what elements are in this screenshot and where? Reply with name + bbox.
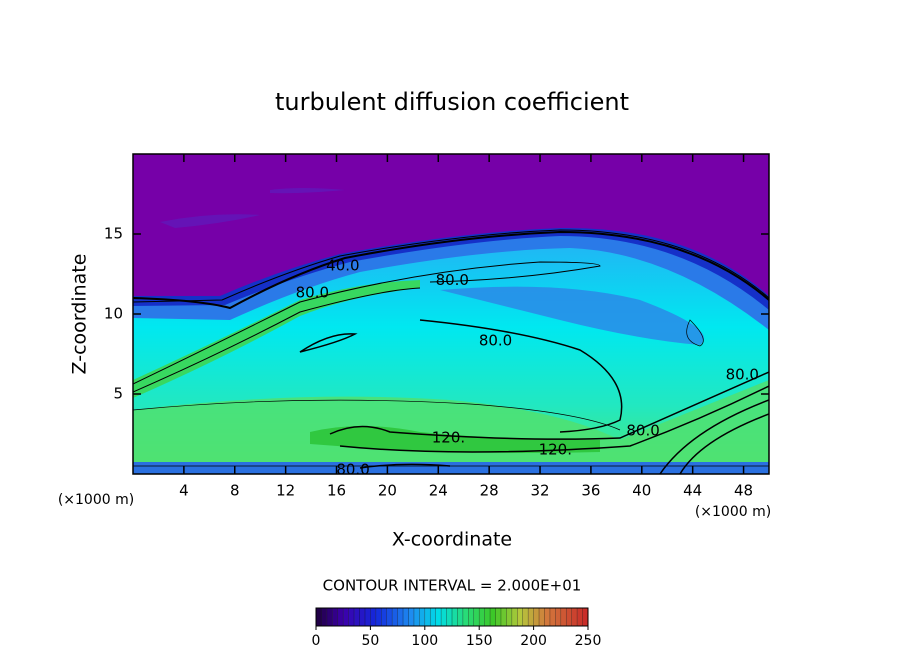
colorbar-swatch xyxy=(332,608,338,626)
colorbar-tick-label: 150 xyxy=(466,633,493,649)
colorbar-swatch xyxy=(522,608,529,626)
colorbar-swatch xyxy=(397,608,404,626)
field-region xyxy=(440,286,704,345)
colorbar-swatch xyxy=(424,608,431,626)
colorbar-swatch xyxy=(326,608,333,626)
colorbar-swatch xyxy=(549,608,556,626)
contour-label: 40.0 xyxy=(326,257,359,275)
field-patch xyxy=(160,214,260,228)
colorbar-swatch xyxy=(533,608,540,626)
colorbar-swatch xyxy=(528,608,534,626)
field-region xyxy=(310,426,600,453)
colorbar-swatch xyxy=(539,608,545,626)
colorbar-swatch xyxy=(473,608,480,626)
x-tick-label: 16 xyxy=(327,482,346,500)
colorbar-swatch xyxy=(468,608,474,626)
colorbar-swatch xyxy=(430,608,436,626)
colorbar-swatch xyxy=(435,608,442,626)
x-tick-label: 24 xyxy=(429,482,448,500)
x-tick-label: 44 xyxy=(683,482,702,500)
x-tick-label: 8 xyxy=(230,482,240,500)
x-tick-label: 40 xyxy=(632,482,651,500)
colorbar-tick-label: 50 xyxy=(361,633,379,649)
colorbar-swatch xyxy=(577,608,583,626)
colorbar-swatch xyxy=(413,608,420,626)
colorbar-swatch xyxy=(337,608,344,626)
field-patch xyxy=(270,188,345,194)
colorbar-swatch xyxy=(316,608,322,626)
colorbar-swatch xyxy=(566,608,572,626)
colorbar-swatch xyxy=(511,608,518,626)
colorbar-swatch xyxy=(544,608,550,626)
x-axis-title: X-coordinate xyxy=(392,529,512,551)
field-region xyxy=(133,462,769,474)
colorbar-swatch xyxy=(364,608,371,626)
contour-interval: CONTOUR INTERVAL = 2.000E+01 xyxy=(323,577,582,595)
contour-label: 80.0 xyxy=(336,461,369,479)
colorbar-swatch xyxy=(452,608,458,626)
contour-label: 120. xyxy=(539,441,572,459)
colorbar-swatch xyxy=(343,608,349,626)
x-tick-label: 32 xyxy=(530,482,549,500)
colorbar-tick-label: 0 xyxy=(312,633,321,649)
colorbar-swatch xyxy=(462,608,469,626)
colorbar-swatch xyxy=(441,608,447,626)
y-axis-unit: (×1000 m) xyxy=(58,492,134,508)
x-tick-label: 20 xyxy=(378,482,397,500)
field xyxy=(133,154,769,474)
colorbar-swatch xyxy=(354,608,360,626)
colorbar-swatch xyxy=(495,608,501,626)
contour-label: 120. xyxy=(432,429,465,447)
y-tick-label: 5 xyxy=(113,385,123,403)
colorbar-tick-label: 250 xyxy=(575,633,602,649)
colorbar-swatch xyxy=(403,608,409,626)
colorbar-swatch xyxy=(506,608,512,626)
contour-label: 80.0 xyxy=(479,332,512,350)
colorbar-swatch xyxy=(500,608,507,626)
colorbar-swatch xyxy=(419,608,425,626)
colorbar-swatch xyxy=(457,608,463,626)
colorbar-swatch xyxy=(359,608,365,626)
colorbar-swatch xyxy=(582,608,588,626)
field-region xyxy=(133,280,420,398)
y-axis-title: Z-coordinate xyxy=(69,254,91,375)
colorbar-swatch xyxy=(484,608,491,626)
x-axis-unit: (×1000 m) xyxy=(695,504,771,520)
colorbar-swatch xyxy=(348,608,355,626)
x-tick-label: 36 xyxy=(581,482,600,500)
colorbar-swatch xyxy=(517,608,523,626)
contour-label: 80.0 xyxy=(626,421,659,439)
chart-title: turbulent diffusion coefficient xyxy=(275,88,629,116)
colorbar-swatch xyxy=(571,608,578,626)
colorbar-tick-label: 100 xyxy=(411,633,438,649)
colorbar-swatch xyxy=(560,608,567,626)
colorbar-frame xyxy=(315,607,589,627)
x-tick-label: 4 xyxy=(179,482,189,500)
contour-label: 80.0 xyxy=(296,284,329,302)
contour-label: 80.0 xyxy=(436,271,469,289)
colorbar-swatch xyxy=(479,608,485,626)
colorbar-swatch xyxy=(386,608,393,626)
contour-lines xyxy=(133,229,769,474)
colorbar-swatch xyxy=(321,608,327,626)
colorbar-swatch xyxy=(408,608,414,626)
colorbar-swatch xyxy=(555,608,561,626)
colorbar-swatch xyxy=(375,608,382,626)
x-tick-label: 48 xyxy=(734,482,753,500)
y-tick-label: 10 xyxy=(104,305,123,323)
field-region xyxy=(133,380,769,474)
y-tick-label: 15 xyxy=(104,225,123,243)
colorbar-swatch xyxy=(392,608,398,626)
x-tick-label: 12 xyxy=(276,482,295,500)
colorbar-swatch xyxy=(490,608,496,626)
contour-label: 80.0 xyxy=(726,365,759,383)
colorbar-swatch xyxy=(446,608,452,626)
colorbar-swatch xyxy=(381,608,387,626)
x-tick-label: 28 xyxy=(480,482,499,500)
colorbar-tick-label: 200 xyxy=(520,633,547,649)
colorbar-swatch xyxy=(370,608,376,626)
